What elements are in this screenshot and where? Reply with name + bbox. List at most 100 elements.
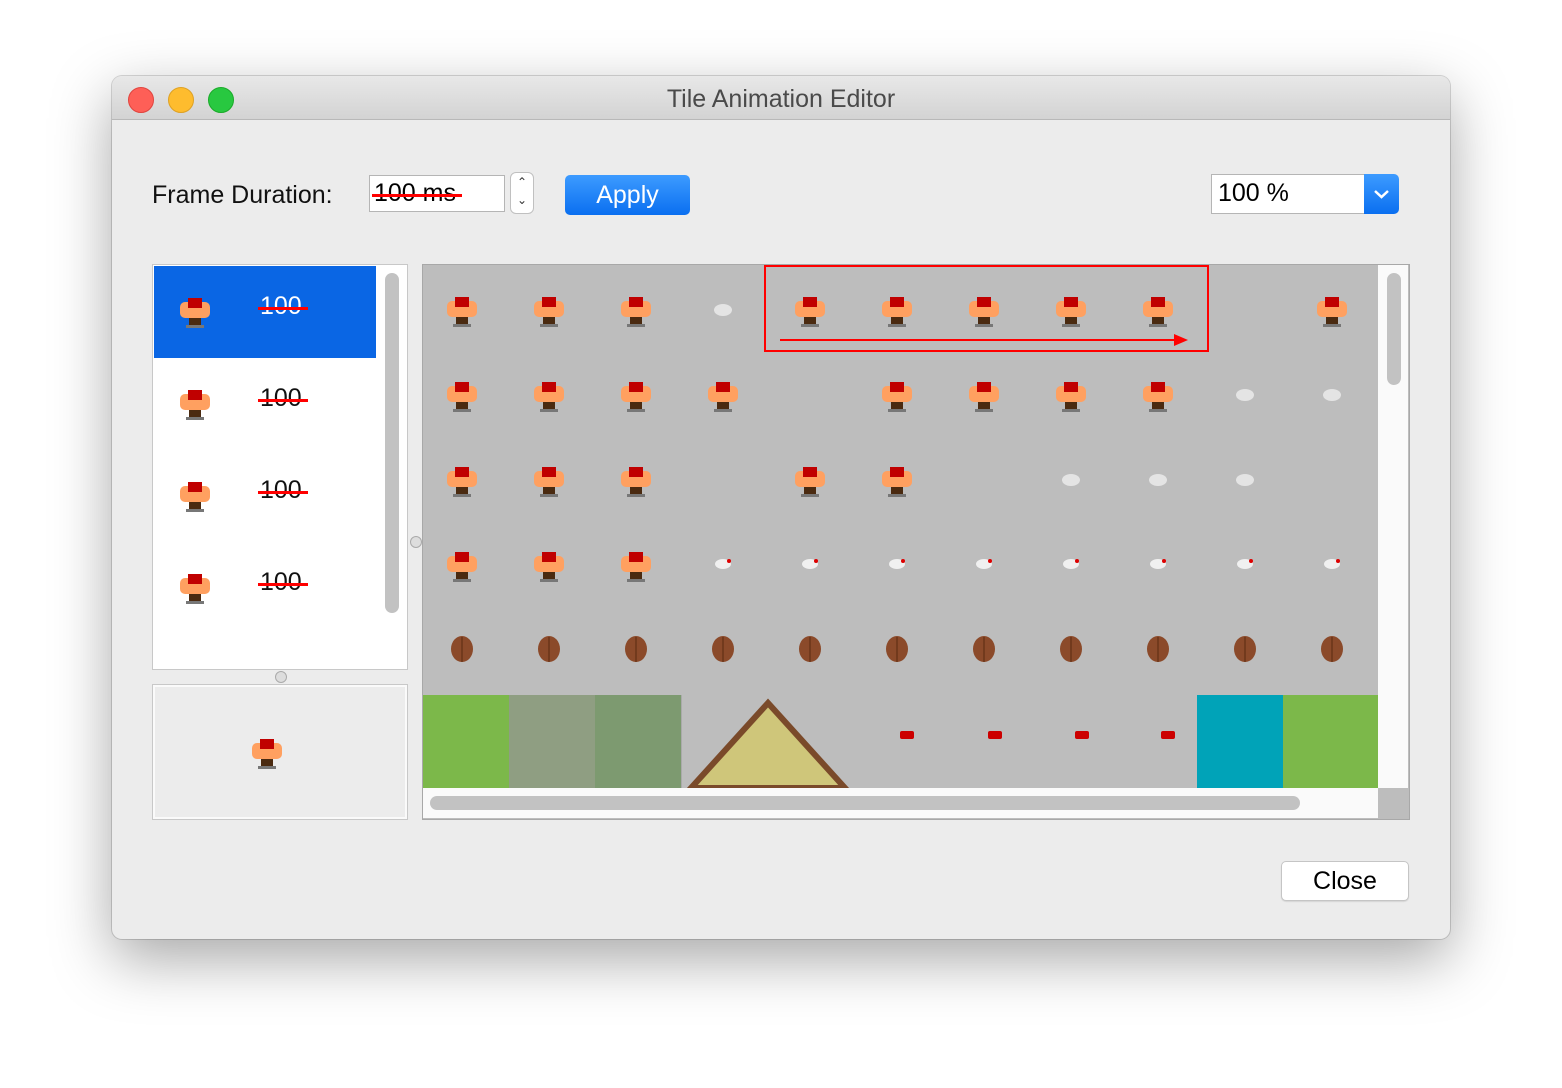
tile-sprite-hero[interactable] bbox=[443, 548, 481, 582]
stepper-up-icon[interactable]: ⌃ bbox=[516, 175, 528, 189]
frame-duration: 100 bbox=[258, 476, 308, 504]
terrain-tile[interactable] bbox=[1197, 695, 1283, 788]
tile-sprite-hero[interactable] bbox=[617, 463, 655, 497]
tile-sprite-bird[interactable] bbox=[1313, 548, 1351, 582]
tile-sprite-bird[interactable] bbox=[1052, 548, 1090, 582]
tile-sprite-barrel[interactable] bbox=[1139, 633, 1177, 667]
minimize-window-button[interactable] bbox=[168, 87, 194, 113]
tileset-view[interactable] bbox=[422, 264, 1410, 820]
preview-sprite bbox=[248, 735, 286, 769]
tile-sprite-smoke[interactable] bbox=[704, 293, 742, 327]
close-window-button[interactable] bbox=[128, 87, 154, 113]
tile-sprite-hero[interactable] bbox=[1052, 293, 1090, 327]
tile-sprite-barrel[interactable] bbox=[1226, 633, 1264, 667]
tile-sprite-hero[interactable] bbox=[878, 293, 916, 327]
tile-sprite-barrel[interactable] bbox=[443, 633, 481, 667]
frame-duration-stepper[interactable]: ⌃ ⌄ bbox=[510, 172, 534, 214]
tile-sprite-hero[interactable] bbox=[1313, 293, 1351, 327]
frame-sprite bbox=[176, 478, 214, 512]
arrow-right-icon bbox=[780, 334, 1188, 346]
tile-sprite-hero[interactable] bbox=[1139, 378, 1177, 412]
tile-sprite-hero[interactable] bbox=[965, 378, 1003, 412]
tile-sprite-hero[interactable] bbox=[965, 293, 1003, 327]
tile-sprite-hero[interactable] bbox=[530, 548, 568, 582]
frame-list-item[interactable]: 100 bbox=[154, 542, 376, 634]
tile-sprite-red[interactable] bbox=[1149, 717, 1187, 751]
tile-sprite-hero[interactable] bbox=[530, 293, 568, 327]
tile-sprite-hero[interactable] bbox=[617, 548, 655, 582]
terrain-tile[interactable] bbox=[595, 695, 682, 788]
close-button[interactable]: Close bbox=[1281, 861, 1409, 901]
tile-sprite-hero[interactable] bbox=[530, 378, 568, 412]
frame-list-item[interactable]: 100 bbox=[154, 358, 376, 450]
tile-sprite-bird[interactable] bbox=[1226, 548, 1264, 582]
chevron-down-icon[interactable] bbox=[1364, 174, 1399, 214]
tile-sprite-barrel[interactable] bbox=[704, 633, 742, 667]
frame-duration: 100 bbox=[258, 384, 308, 412]
frame-list-scrollbar[interactable] bbox=[385, 273, 399, 613]
terrain-tile[interactable] bbox=[1369, 695, 1378, 788]
tile-sprite-hero[interactable] bbox=[791, 463, 829, 497]
tile-sprite-hero[interactable] bbox=[878, 463, 916, 497]
tile-sprite-hero[interactable] bbox=[878, 378, 916, 412]
stepper-down-icon[interactable]: ⌄ bbox=[516, 193, 528, 207]
tile-sprite-smoke[interactable] bbox=[1052, 463, 1090, 497]
frame-list-item[interactable]: 100 bbox=[154, 450, 376, 542]
frame-sprite bbox=[176, 386, 214, 420]
tile-sprite-bird[interactable] bbox=[791, 548, 829, 582]
tile-sprite-barrel[interactable] bbox=[1313, 633, 1351, 667]
tile-sprite-hero[interactable] bbox=[704, 378, 742, 412]
tile-sprite-hero[interactable] bbox=[443, 378, 481, 412]
tileset-vscroll-thumb[interactable] bbox=[1387, 273, 1401, 385]
zoom-value[interactable]: 100 % bbox=[1211, 174, 1365, 214]
frame-duration: 100 bbox=[258, 568, 308, 596]
terrain-tile[interactable] bbox=[423, 695, 510, 788]
tile-sprite-hero[interactable] bbox=[1052, 378, 1090, 412]
frame-list-item[interactable]: 100 bbox=[154, 266, 376, 358]
zoom-window-button[interactable] bbox=[208, 87, 234, 113]
tile-sprite-bird[interactable] bbox=[965, 548, 1003, 582]
tile-sprite-smoke[interactable] bbox=[1313, 378, 1351, 412]
selection-annotation-box bbox=[764, 265, 1209, 352]
tile-sprite-red[interactable] bbox=[1063, 717, 1101, 751]
tileset-hscroll-track[interactable] bbox=[423, 788, 1378, 818]
terrain-tile[interactable] bbox=[1283, 695, 1369, 788]
tileset-vscroll-track[interactable] bbox=[1378, 265, 1408, 788]
frame-sprite bbox=[176, 570, 214, 604]
horizontal-split-handle[interactable] bbox=[275, 671, 287, 683]
window-title: Tile Animation Editor bbox=[666, 85, 896, 113]
tile-sprite-barrel[interactable] bbox=[617, 633, 655, 667]
title-bar: Tile Animation Editor bbox=[112, 76, 1450, 120]
tileset-hscroll-thumb[interactable] bbox=[430, 796, 1300, 810]
tile-sprite-barrel[interactable] bbox=[965, 633, 1003, 667]
tile-sprite-smoke[interactable] bbox=[1226, 378, 1264, 412]
tile-sprite-smoke[interactable] bbox=[1226, 463, 1264, 497]
tile-sprite-hero[interactable] bbox=[1139, 293, 1177, 327]
tile-sprite-barrel[interactable] bbox=[878, 633, 916, 667]
roof-tile[interactable] bbox=[683, 695, 853, 788]
tile-sprite-bird[interactable] bbox=[878, 548, 916, 582]
tile-sprite-bird[interactable] bbox=[1139, 548, 1177, 582]
frame-duration-input[interactable]: 100 ms bbox=[369, 175, 505, 212]
apply-button[interactable]: Apply bbox=[565, 175, 690, 215]
tile-sprite-hero[interactable] bbox=[791, 293, 829, 327]
frame-duration: 100 bbox=[258, 292, 308, 320]
animation-preview bbox=[152, 684, 408, 820]
vertical-split-handle[interactable] bbox=[410, 536, 422, 548]
tile-sprite-red[interactable] bbox=[976, 717, 1014, 751]
tile-sprite-barrel[interactable] bbox=[530, 633, 568, 667]
tile-sprite-hero[interactable] bbox=[443, 293, 481, 327]
tile-sprite-hero[interactable] bbox=[617, 293, 655, 327]
zoom-combo[interactable]: 100 % bbox=[1211, 174, 1399, 214]
terrain-tile[interactable] bbox=[509, 695, 596, 788]
tile-sprite-hero[interactable] bbox=[443, 463, 481, 497]
tile-sprite-barrel[interactable] bbox=[1052, 633, 1090, 667]
tile-sprite-hero[interactable] bbox=[617, 378, 655, 412]
tile-sprite-hero[interactable] bbox=[530, 463, 568, 497]
tile-sprite-bird[interactable] bbox=[704, 548, 742, 582]
tile-sprite-barrel[interactable] bbox=[791, 633, 829, 667]
tile-sprite-red[interactable] bbox=[888, 717, 926, 751]
frame-list[interactable]: 100 100 100 100 bbox=[152, 264, 408, 670]
tile-sprite-smoke[interactable] bbox=[1139, 463, 1177, 497]
tile-animation-editor-window: Tile Animation Editor Frame Duration: 10… bbox=[112, 76, 1450, 939]
